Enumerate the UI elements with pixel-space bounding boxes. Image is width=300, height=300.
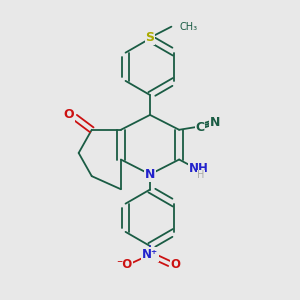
Text: O: O: [170, 258, 180, 271]
Text: CH₃: CH₃: [180, 22, 198, 32]
Text: N⁺: N⁺: [142, 248, 158, 261]
Text: O: O: [64, 108, 74, 122]
Text: ⁻O: ⁻O: [116, 258, 132, 271]
Text: C: C: [195, 121, 205, 134]
Text: N: N: [145, 168, 155, 181]
Text: NH: NH: [189, 162, 209, 175]
Text: N: N: [210, 116, 220, 129]
Text: H: H: [197, 170, 205, 180]
Text: S: S: [146, 31, 154, 44]
